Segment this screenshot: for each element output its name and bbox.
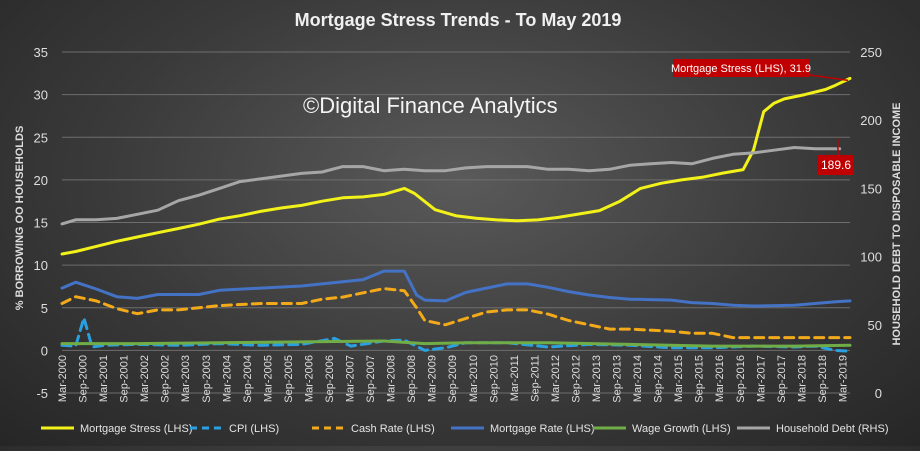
legend-label: Wage Growth (LHS): [632, 423, 731, 435]
x-tick-label: Mar-2012: [550, 355, 562, 402]
legend-label: Household Debt (RHS): [776, 423, 889, 435]
x-tick-label: Mar-2019: [837, 355, 849, 402]
x-tick-label: Mar-2011: [509, 355, 521, 401]
x-tick-label: Mar-2013: [591, 355, 603, 402]
y-axis-label-left: % BORROWING OO HOUSEHOLDS: [14, 126, 26, 311]
x-tick-label: Sep-2008: [406, 355, 418, 403]
x-tick-label: Sep-2004: [242, 355, 254, 403]
legend-label: CPI (LHS): [229, 423, 279, 435]
x-tick-label: Sep-2015: [694, 355, 706, 403]
x-tick-label: Mar-2017: [755, 355, 767, 402]
x-tick-label: Mar-2003: [180, 355, 192, 402]
x-tick-label: Sep-2005: [283, 355, 295, 403]
y-tick-label-right: 150: [860, 181, 882, 196]
y-axis-label-right: HOUSEHOLD DEBT TO DISPOSABLE INCOME: [891, 102, 903, 345]
y-tick-label-left: 5: [41, 301, 48, 316]
y-tick-label-right: 100: [860, 250, 882, 265]
x-tick-label: Mar-2014: [632, 355, 644, 402]
x-tick-label: Sep-2010: [488, 355, 500, 403]
legend: Mortgage Stress (LHS) CPI (LHS) Cash Rate …: [41, 423, 889, 435]
x-tick-label: Sep-2007: [365, 355, 377, 403]
x-tick-label: Sep-2013: [612, 355, 624, 403]
chart-title: Mortgage Stress Trends - To May 2019: [295, 10, 622, 30]
x-tick-label: Mar-2006: [303, 355, 315, 402]
y-tick-label-left: 15: [34, 216, 48, 231]
x-tick-label: Sep-2003: [201, 355, 213, 403]
x-tick-label: Mar-2000: [57, 355, 69, 402]
x-tick-label: Sep-2002: [160, 355, 172, 403]
legend-label: Cash Rate (LHS): [351, 423, 435, 435]
y-tick-label-right: 0: [875, 386, 882, 401]
x-tick-label: Mar-2009: [427, 355, 439, 402]
x-tick-label: Mar-2002: [139, 355, 151, 402]
x-tick-label: Mar-2015: [673, 355, 685, 402]
x-tick-label: Sep-2011: [529, 355, 541, 402]
y-tick-label-left: 35: [34, 45, 48, 60]
x-tick-label: Sep-2018: [817, 355, 829, 403]
series-lines: [62, 78, 850, 351]
y-tick-label-right: 200: [860, 113, 882, 128]
y-tick-label-right: 250: [860, 45, 882, 60]
x-tick-label: Mar-2010: [468, 355, 480, 402]
y-tick-label-left: 0: [41, 343, 48, 358]
legend-label: Mortgage Rate (LHS): [490, 423, 595, 435]
y-tick-label-left: -5: [36, 386, 48, 401]
x-tick-label: Sep-2017: [776, 355, 788, 403]
x-tick-label: Sep-2012: [570, 355, 582, 403]
y-tick-label-left: 30: [34, 88, 48, 103]
x-tick-label: Sep-2006: [324, 355, 336, 403]
x-tick-label: Sep-2001: [119, 355, 131, 403]
x-tick-label: Mar-2005: [262, 355, 274, 402]
legend-label: Mortgage Stress (LHS): [80, 423, 192, 435]
x-tick-label: Mar-2001: [98, 355, 110, 402]
series-line-4: [62, 271, 850, 306]
watermark: ©Digital Finance Analytics: [303, 93, 558, 118]
x-tick-label: Sep-2016: [735, 355, 747, 403]
callout-label-household-debt: 189.6: [821, 158, 851, 172]
callout-label-mortgage-stress: Mortgage Stress (LHS), 31.9: [671, 63, 811, 75]
x-tick-label: Sep-2009: [447, 355, 459, 403]
x-tick-label: Sep-2014: [653, 355, 665, 403]
x-tick-label: Mar-2007: [345, 355, 357, 402]
series-line-6: [62, 148, 840, 224]
x-tick-label: Mar-2008: [386, 355, 398, 402]
y-tick-label-right: 50: [868, 318, 882, 333]
callout-leader: [810, 75, 848, 80]
x-tick-label: Mar-2018: [796, 355, 808, 402]
y-tick-label-left: 25: [34, 130, 48, 145]
x-tick-label: Mar-2016: [714, 355, 726, 402]
x-tick-label: Sep-2000: [78, 355, 90, 403]
y-tick-label-left: 20: [34, 173, 48, 188]
x-tick-label: Mar-2004: [221, 355, 233, 402]
y-tick-label-left: 10: [34, 258, 48, 273]
